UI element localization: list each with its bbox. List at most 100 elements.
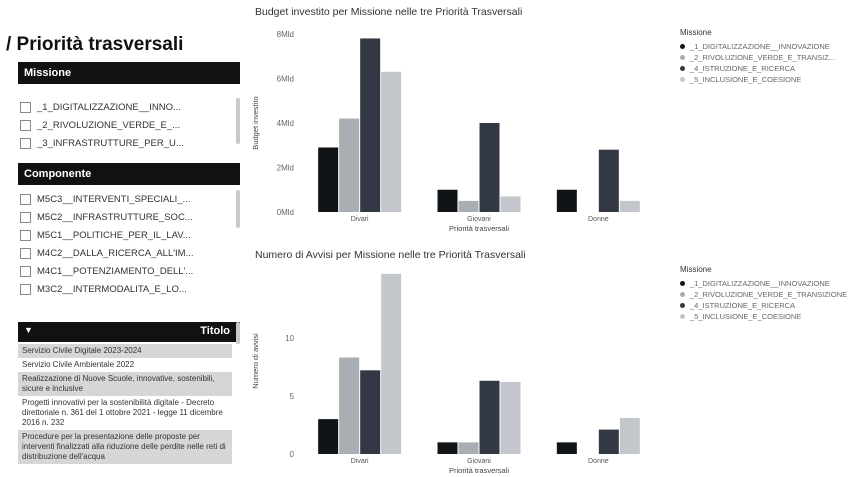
missione-filter-item[interactable]: _2_RIVOLUZIONE_VERDE_E_... [20,116,238,134]
missione-filter-item[interactable]: _3_INFRASTRUTTURE_PER_U... [20,134,238,152]
legend-label: _2_RIVOLUZIONE_VERDE_E_TRANSIZIONE [690,290,848,299]
titolo-table-body: Servizio Civile Digitale 2023-2024 Servi… [18,344,232,477]
filter-item-label: _1_DIGITALIZZAZIONE__INNO... [37,101,181,113]
table-row[interactable]: Realizzazione di Nuove Scuole, innovativ… [18,372,232,396]
legend-item[interactable]: _2_RIVOLUZIONE_VERDE_E_TRANSIZIONE [680,289,847,300]
filter-item-label: M4C1__POTENZIAMENTO_DELL'... [37,265,194,277]
checkbox-icon[interactable] [20,101,31,113]
checkbox-icon[interactable] [20,119,31,131]
checkbox-icon[interactable] [20,193,31,205]
bar [437,189,458,212]
chart-2-legend: Missione _1_DIGITALIZZAZIONE__INNOVAZION… [680,265,847,322]
legend-dot-icon [680,77,685,82]
missione-scrollbar[interactable] [236,98,240,144]
legend-dot-icon [680,44,685,49]
bar [619,417,640,454]
page-title: / Priorità trasversali [6,34,184,55]
bar [556,442,577,454]
bar [381,273,402,454]
table-row[interactable]: Procedure per la presentazione delle pro… [18,430,232,464]
legend-dot-icon [680,66,685,71]
legend-item[interactable]: _5_INCLUSIONE_E_COESIONE [680,311,847,322]
y-tick-label: 5 [290,392,295,401]
sort-down-icon[interactable]: ▼ [24,325,33,335]
legend-title: Missione [680,265,712,274]
checkbox-icon[interactable] [20,247,31,259]
legend-item[interactable]: _1_DIGITALIZZAZIONE__INNOVAZIONE [680,41,835,52]
table-row[interactable]: Progetti innovativi per la sostenibilità… [22,398,223,427]
table-row[interactable]: Servizio Civile Digitale 2023-2024 [18,344,232,358]
legend-label: _1_DIGITALIZZAZIONE__INNOVAZIONE [690,279,830,288]
componente-filter-item[interactable]: M5C1__POLITICHE_PER_IL_LAV... [20,226,238,244]
componente-scrollbar[interactable] [236,190,240,228]
bar [339,118,360,212]
checkbox-icon[interactable] [20,283,31,295]
legend-dot-icon [680,55,685,60]
legend-label: _2_RIVOLUZIONE_VERDE_E_TRANSIZ... [690,53,836,62]
legend-item[interactable]: _1_DIGITALIZZAZIONE__INNOVAZIONE [680,278,847,289]
componente-filter-item[interactable]: M3C2__INTERMODALITA_E_LO... [20,280,238,298]
componente-filter-list: M5C3__INTERVENTI_SPECIALI_... M5C2__INFR… [20,190,238,300]
x-tick-label: Divari [351,216,369,223]
bar [360,38,381,213]
componente-filter-item[interactable]: M5C3__INTERVENTI_SPECIALI_... [20,190,238,208]
avvisi-bar-chart: 0 5 10 Numero di avvisi Divari Giovani Donne Pr… [251,273,640,475]
y-tick-label: 0 [290,450,295,459]
x-axis-label: Priorità trasversali [449,224,509,233]
chart-2-title: Numero di Avvisi per Missione nelle tre … [255,249,526,261]
chart-1-legend: Missione _1_DIGITALIZZAZIONE__INNOVAZION… [680,28,835,85]
checkbox-icon[interactable] [20,229,31,241]
filter-item-label: M5C2__INFRASTRUTTURE_SOC... [37,211,193,223]
y-tick-label: 4Mld [277,119,294,128]
legend-label: _4_ISTRUZIONE_E_RICERCA [690,64,796,73]
table-row[interactable]: Servizio Civile Ambientale 2022 [22,360,135,369]
bar [339,357,360,454]
y-axis-label: Numero di avvisi [251,333,260,389]
missione-filter-item[interactable]: _1_DIGITALIZZAZIONE__INNO... [20,98,238,116]
legend-item[interactable]: _5_INCLUSIONE_E_COESIONE [680,74,835,85]
bar [479,123,500,212]
legend-label: _1_DIGITALIZZAZIONE__INNOVAZIONE [690,42,830,51]
checkbox-icon[interactable] [20,211,31,223]
titolo-scrollbar[interactable] [236,322,240,344]
x-axis-label: Priorità trasversali [449,466,509,475]
legend-label: _5_INCLUSIONE_E_COESIONE [690,312,802,321]
bar [437,442,458,454]
componente-filter-item[interactable]: M4C2__DALLA_RICERCA_ALL'IM... [20,244,238,262]
bar [318,419,339,454]
x-tick-label: Donne [588,458,609,465]
checkbox-icon[interactable] [20,137,31,149]
y-tick-label: 0Mld [277,208,294,217]
bar [381,71,402,212]
x-tick-label: Giovani [467,216,491,223]
bar [500,196,521,212]
bar [500,381,521,454]
componente-filter-header[interactable]: Componente [18,163,240,185]
bar [479,380,500,454]
y-axis-label: Budget investito [251,96,260,149]
filter-item-label: M4C2__DALLA_RICERCA_ALL'IM... [37,247,194,259]
filter-item-label: M5C3__INTERVENTI_SPECIALI_... [37,193,191,205]
y-tick-label: 6Mld [277,75,294,84]
legend-item[interactable]: _2_RIVOLUZIONE_VERDE_E_TRANSIZ... [680,52,835,63]
legend-item[interactable]: _4_ISTRUZIONE_E_RICERCA [680,63,835,74]
legend-title: Missione [680,28,712,37]
titolo-column-header[interactable]: Titolo [200,325,230,337]
filter-item-label: _2_RIVOLUZIONE_VERDE_E_... [37,119,181,131]
legend-dot-icon [680,303,685,308]
checkbox-icon[interactable] [20,265,31,277]
budget-bar-chart: 0Mld 2Mld 4Mld 6Mld 8Mld Budget investito Diva… [251,30,640,233]
bar [619,200,640,212]
bar [318,147,339,212]
titolo-table-header[interactable]: ▼ Titolo [18,322,240,342]
legend-item[interactable]: _4_ISTRUZIONE_E_RICERCA [680,300,847,311]
bar [598,149,619,212]
bar [360,370,381,454]
componente-filter-item[interactable]: M5C2__INFRASTRUTTURE_SOC... [20,208,238,226]
componente-filter-item[interactable]: M4C1__POTENZIAMENTO_DELL'... [20,262,238,280]
chart-1-title: Budget investito per Missione nelle tre … [255,6,523,18]
missione-filter-header[interactable]: Missione [18,62,240,84]
bar [458,442,479,454]
x-tick-label: Donne [588,216,609,223]
x-tick-label: Divari [351,458,369,465]
